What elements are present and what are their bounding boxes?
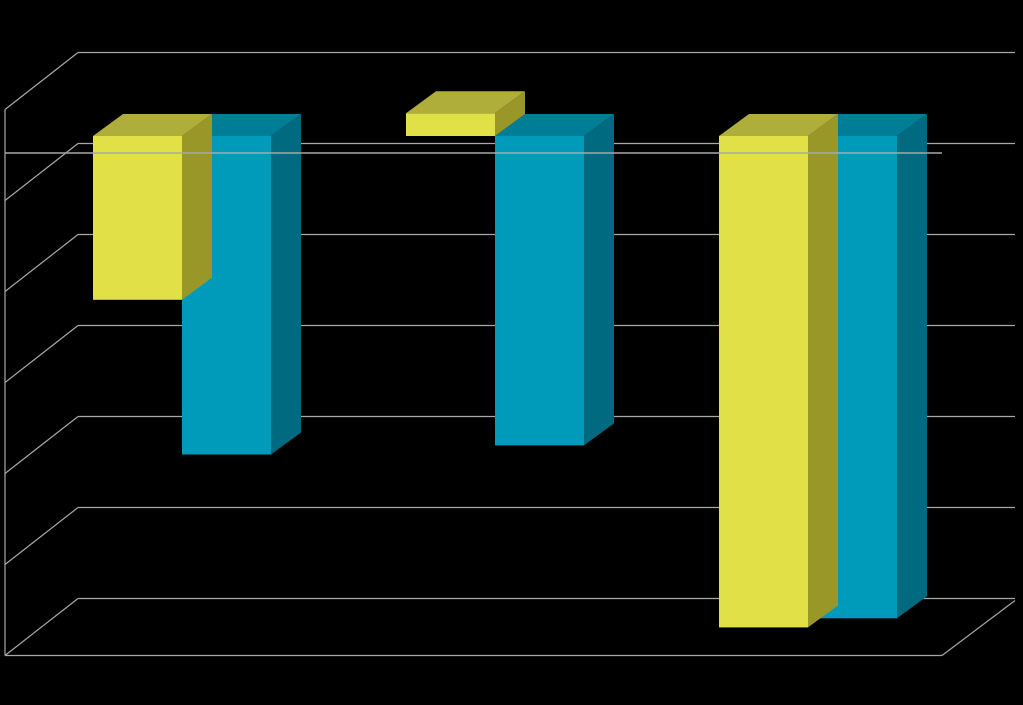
gridline-depth (4, 234, 79, 292)
bar-top (93, 114, 212, 136)
bar-top (406, 91, 525, 114)
bar (719, 114, 838, 628)
gridline-depth (4, 416, 79, 474)
gridline-depth (4, 598, 79, 656)
bar-side (897, 114, 927, 619)
bar-side (271, 114, 301, 455)
bar-front (406, 113, 495, 136)
bar-top (719, 114, 838, 136)
gridline-depth (4, 507, 79, 565)
bar-side (584, 114, 614, 446)
gridline-depth (4, 52, 79, 110)
bars (93, 91, 927, 628)
bar-side (808, 114, 838, 628)
gridline-depth (4, 143, 79, 201)
floor-side-edge (941, 600, 1016, 656)
bar-front (495, 136, 584, 446)
bar (93, 114, 212, 300)
bar-front (93, 136, 182, 300)
bar-top (495, 114, 614, 136)
bar-front (719, 136, 808, 628)
bar (406, 91, 525, 136)
bar-side (182, 114, 212, 300)
bar (495, 114, 614, 446)
gridline-depth (4, 325, 79, 383)
bar-side (495, 91, 525, 136)
bar (182, 114, 301, 455)
